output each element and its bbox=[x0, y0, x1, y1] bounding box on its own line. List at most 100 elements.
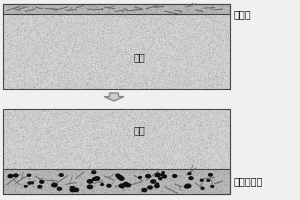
Point bbox=[80, 69, 85, 72]
Point bbox=[151, 168, 156, 171]
Point bbox=[217, 44, 222, 48]
Point bbox=[44, 9, 49, 12]
Point bbox=[77, 170, 82, 173]
Point bbox=[104, 184, 109, 188]
Point bbox=[118, 80, 122, 83]
Point bbox=[224, 19, 229, 22]
Point bbox=[38, 74, 42, 77]
Point bbox=[137, 85, 142, 89]
Point bbox=[38, 169, 43, 172]
Point bbox=[59, 13, 64, 16]
Point bbox=[9, 46, 14, 49]
Point bbox=[45, 183, 50, 186]
Point bbox=[76, 21, 81, 24]
Point bbox=[209, 9, 214, 12]
Point bbox=[118, 113, 123, 116]
Point bbox=[44, 177, 48, 180]
Point bbox=[11, 119, 15, 122]
Point bbox=[130, 116, 135, 119]
Point bbox=[192, 159, 197, 162]
Point bbox=[3, 19, 8, 23]
Point bbox=[22, 166, 26, 169]
Point bbox=[2, 185, 7, 188]
Point bbox=[156, 122, 161, 125]
Point bbox=[142, 111, 147, 114]
Point bbox=[114, 38, 118, 41]
Point bbox=[111, 64, 116, 67]
Point bbox=[65, 82, 70, 85]
Point bbox=[34, 36, 39, 40]
Point bbox=[3, 170, 8, 173]
Point bbox=[154, 40, 158, 43]
Point bbox=[100, 18, 105, 22]
Point bbox=[207, 20, 212, 23]
Point bbox=[35, 9, 40, 12]
Point bbox=[16, 49, 21, 52]
Point bbox=[78, 125, 83, 129]
Point bbox=[203, 84, 208, 87]
Point bbox=[139, 83, 144, 86]
Point bbox=[180, 126, 184, 129]
Point bbox=[28, 119, 33, 123]
Point bbox=[111, 151, 116, 154]
Point bbox=[17, 164, 22, 167]
Point bbox=[110, 5, 115, 8]
Point bbox=[7, 52, 12, 56]
Point bbox=[88, 155, 93, 159]
Point bbox=[2, 140, 6, 143]
Point bbox=[118, 39, 123, 42]
Point bbox=[162, 172, 167, 175]
Point bbox=[134, 47, 139, 50]
Point bbox=[8, 128, 13, 132]
Point bbox=[99, 65, 104, 68]
Point bbox=[195, 122, 200, 125]
Point bbox=[31, 175, 36, 178]
Point bbox=[152, 109, 156, 112]
Point bbox=[153, 173, 158, 176]
Point bbox=[61, 141, 65, 145]
Point bbox=[106, 23, 111, 27]
Point bbox=[165, 140, 170, 143]
Point bbox=[186, 57, 191, 60]
Point bbox=[44, 126, 49, 130]
Point bbox=[67, 118, 72, 121]
Point bbox=[206, 185, 211, 188]
Point bbox=[212, 15, 217, 18]
Point bbox=[61, 46, 66, 49]
Point bbox=[129, 171, 134, 174]
Point bbox=[160, 60, 165, 63]
Point bbox=[54, 124, 59, 128]
Point bbox=[142, 111, 147, 114]
Point bbox=[100, 35, 105, 38]
Point bbox=[129, 57, 134, 61]
Point bbox=[115, 14, 119, 17]
Point bbox=[126, 72, 131, 75]
Point bbox=[154, 170, 159, 174]
Point bbox=[30, 163, 35, 166]
Point bbox=[150, 70, 155, 73]
Point bbox=[58, 31, 63, 34]
Point bbox=[212, 46, 217, 49]
Point bbox=[119, 16, 124, 19]
Point bbox=[68, 38, 73, 41]
Point bbox=[191, 115, 196, 118]
Point bbox=[158, 185, 163, 188]
Point bbox=[98, 154, 103, 157]
Point bbox=[17, 72, 22, 76]
Point bbox=[188, 112, 193, 115]
Point bbox=[102, 15, 106, 18]
Point bbox=[154, 141, 159, 144]
Point bbox=[94, 181, 99, 185]
Point bbox=[79, 183, 83, 186]
Point bbox=[214, 149, 219, 152]
Point bbox=[110, 29, 115, 32]
Point bbox=[184, 154, 188, 157]
Point bbox=[32, 26, 37, 29]
Point bbox=[104, 147, 109, 151]
Point bbox=[41, 37, 46, 40]
Point bbox=[205, 13, 209, 16]
Point bbox=[171, 152, 176, 156]
Point bbox=[192, 163, 197, 166]
Point bbox=[4, 167, 9, 170]
Point bbox=[201, 171, 206, 174]
